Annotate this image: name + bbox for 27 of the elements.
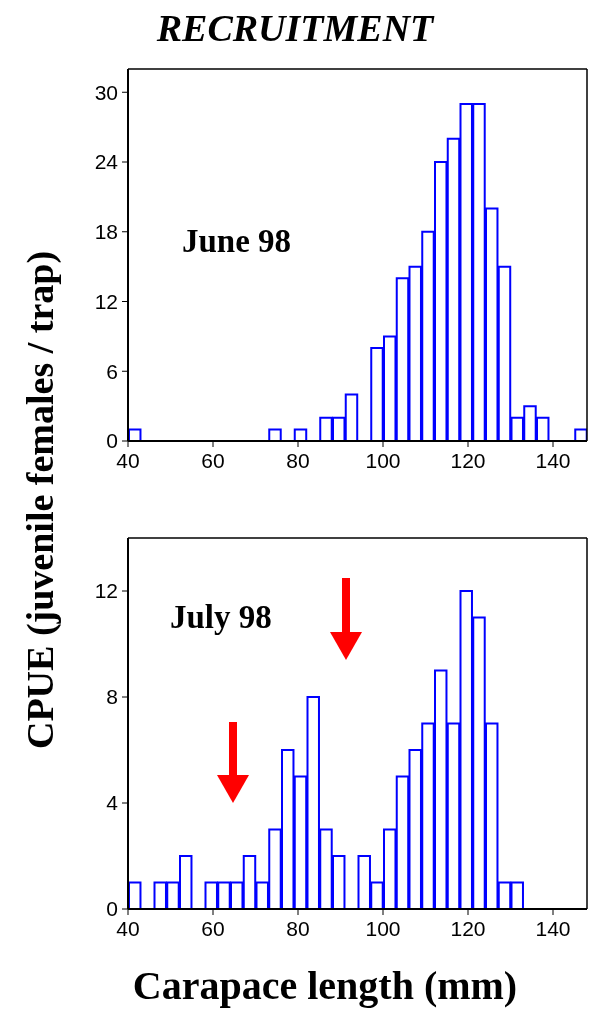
chart-title: RECRUITMENT	[155, 6, 436, 50]
x-tick-label: 140	[535, 916, 571, 940]
y-tick-label: 12	[94, 579, 118, 603]
y-axis-title: CPUE (juvenile females / trap)	[18, 250, 62, 750]
annotation: July 98	[170, 599, 272, 636]
x-axis-title: Carapace length (mm)	[131, 962, 519, 1009]
y-tick-label: 0	[106, 429, 118, 453]
x-tick-label: 60	[201, 448, 225, 472]
x-tick-label: 40	[116, 916, 140, 940]
annotation: June 98	[182, 223, 292, 260]
y-tick-label: 30	[94, 80, 118, 104]
y-tick-label: 0	[106, 897, 118, 921]
x-tick-label: 140	[535, 448, 571, 472]
x-tick-label: 100	[365, 448, 401, 472]
x-tick-label: 80	[286, 916, 310, 940]
x-tick-label: 120	[450, 448, 486, 472]
y-tick-label: 18	[94, 220, 118, 244]
y-tick-label: 8	[106, 685, 118, 709]
x-tick-label: 60	[201, 916, 225, 940]
x-tick-label: 120	[450, 916, 486, 940]
y-tick-label: 4	[106, 791, 119, 815]
x-tick-label: 40	[116, 448, 140, 472]
y-tick-label: 24	[94, 150, 119, 174]
x-tick-label: 100	[365, 916, 401, 940]
y-tick-label: 6	[106, 359, 118, 383]
y-tick-label: 12	[94, 289, 118, 313]
x-tick-label: 80	[286, 448, 310, 472]
